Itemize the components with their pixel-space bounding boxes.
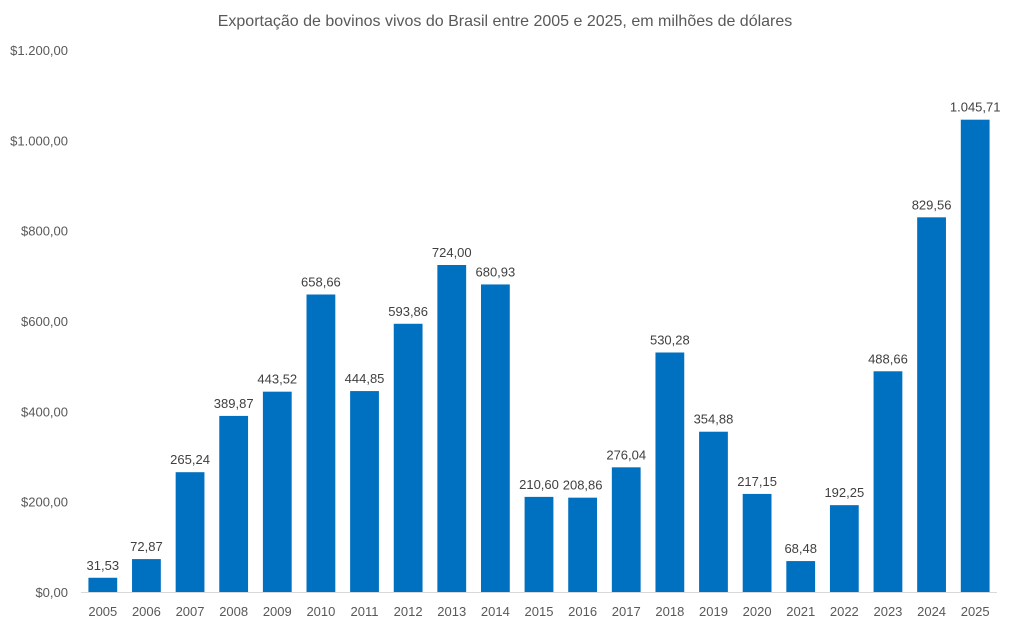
- data-label: 72,87: [130, 539, 163, 554]
- x-tick-label: 2012: [394, 604, 423, 619]
- x-tick-label: 2019: [699, 604, 728, 619]
- x-tick-label: 2023: [873, 604, 902, 619]
- x-tick-label: 2024: [917, 604, 946, 619]
- x-tick-label: 2008: [219, 604, 248, 619]
- bar-2017: [611, 467, 641, 592]
- bar-2013: [437, 264, 467, 592]
- bar-2014: [480, 284, 510, 592]
- x-tick-label: 2022: [830, 604, 859, 619]
- data-label: 276,04: [606, 447, 646, 462]
- x-tick-label: 2015: [525, 604, 554, 619]
- y-tick-label: $1.200,00: [10, 43, 68, 58]
- y-tick-label: $1.000,00: [10, 133, 68, 148]
- bar-2020: [742, 493, 772, 592]
- bar-2018: [655, 352, 685, 592]
- data-label: 208,86: [563, 478, 603, 493]
- data-label: 265,24: [170, 452, 210, 467]
- x-tick-label: 2007: [176, 604, 205, 619]
- data-label: 217,15: [737, 474, 777, 489]
- data-label: 444,85: [345, 371, 385, 386]
- data-label: 354,88: [694, 412, 734, 427]
- x-tick-label: 2021: [786, 604, 815, 619]
- x-tick-label: 2011: [351, 604, 379, 619]
- x-tick-label: 2018: [655, 604, 684, 619]
- bar-2024: [917, 217, 946, 592]
- data-label: 658,66: [301, 275, 341, 290]
- bar-2007: [175, 472, 205, 592]
- y-tick-label: $600,00: [21, 314, 68, 329]
- bar-2023: [873, 371, 903, 592]
- data-label: 530,28: [650, 332, 690, 347]
- data-label: 488,66: [868, 351, 908, 366]
- x-tick-label: 2025: [961, 604, 990, 619]
- x-tick-label: 2020: [743, 604, 772, 619]
- data-label: 593,86: [388, 304, 428, 319]
- y-tick-label: $0,00: [35, 585, 68, 600]
- x-axis: 2005 2006 2007 2008 2009 2010 2011 2012 2013 2014…: [81, 592, 997, 619]
- bar-2022: [829, 505, 859, 592]
- data-label: 680,93: [475, 264, 515, 279]
- data-label: 210,60: [519, 477, 559, 492]
- data-label: 829,56: [912, 197, 952, 212]
- bar-2008: [219, 415, 249, 592]
- y-tick-label: $200,00: [21, 495, 68, 510]
- data-label: 443,52: [257, 372, 297, 387]
- bar-2010: [306, 294, 336, 592]
- bar-2005: [88, 577, 118, 592]
- y-axis: $0,00 $200,00 $400,00 $600,00 $800,00 $1.000,…: [10, 43, 68, 600]
- bar-2025: [960, 119, 990, 592]
- bar-2019: [699, 431, 728, 592]
- data-label: 192,25: [824, 485, 864, 500]
- data-label: 1.045,71: [950, 100, 1001, 115]
- bar-2009: [262, 391, 292, 592]
- data-label: 31,53: [87, 558, 120, 573]
- bar-2006: [132, 559, 161, 592]
- bar-2016: [568, 497, 598, 592]
- bar-2011: [350, 391, 379, 592]
- chart-title: Exportação de bovinos vivos do Brasil en…: [218, 13, 793, 30]
- x-tick-label: 2013: [437, 604, 466, 619]
- x-tick-label: 2016: [568, 604, 597, 619]
- data-label: 389,87: [214, 396, 254, 411]
- bar-2021: [786, 561, 816, 592]
- x-tick-label: 2017: [612, 604, 641, 619]
- x-tick-label: 2005: [88, 604, 117, 619]
- data-label: 68,48: [784, 541, 817, 556]
- y-tick-label: $800,00: [21, 224, 68, 239]
- data-label: 724,00: [432, 245, 472, 260]
- y-tick-label: $400,00: [21, 404, 68, 419]
- x-tick-label: 2010: [306, 604, 335, 619]
- x-tick-label: 2009: [263, 604, 292, 619]
- bar-2015: [524, 496, 554, 592]
- x-tick-label: 2014: [481, 604, 510, 619]
- bar-2012: [393, 323, 423, 592]
- x-tick-label: 2006: [132, 604, 161, 619]
